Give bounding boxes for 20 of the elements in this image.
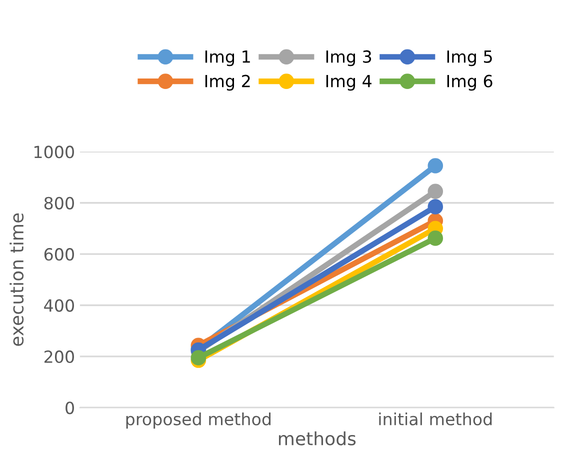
y-tick-label: 1000 bbox=[34, 146, 74, 158]
y-tick-label: 600 bbox=[44, 248, 74, 261]
legend-label: Img 6 bbox=[447, 74, 492, 91]
x-tick-label: initial method bbox=[379, 412, 492, 426]
y-tick-label: 0 bbox=[66, 402, 74, 414]
y-tick-label: 800 bbox=[44, 196, 74, 210]
x-axis-title: methods bbox=[278, 431, 356, 446]
point bbox=[428, 158, 444, 174]
legend-label: Img 3 bbox=[326, 50, 372, 66]
legend-label: Img 4 bbox=[326, 74, 372, 91]
legend-label: Img 1 bbox=[205, 50, 250, 66]
point bbox=[428, 184, 444, 199]
legend-label: Img 2 bbox=[205, 74, 250, 91]
y-tick-label: 400 bbox=[44, 299, 74, 312]
y-axis-title: execution time bbox=[10, 213, 24, 346]
point bbox=[428, 230, 444, 246]
y-tick-label: 200 bbox=[44, 350, 74, 364]
legend-label: Img 5 bbox=[447, 50, 492, 66]
point bbox=[428, 199, 444, 214]
x-tick-label: proposed method bbox=[126, 412, 271, 429]
